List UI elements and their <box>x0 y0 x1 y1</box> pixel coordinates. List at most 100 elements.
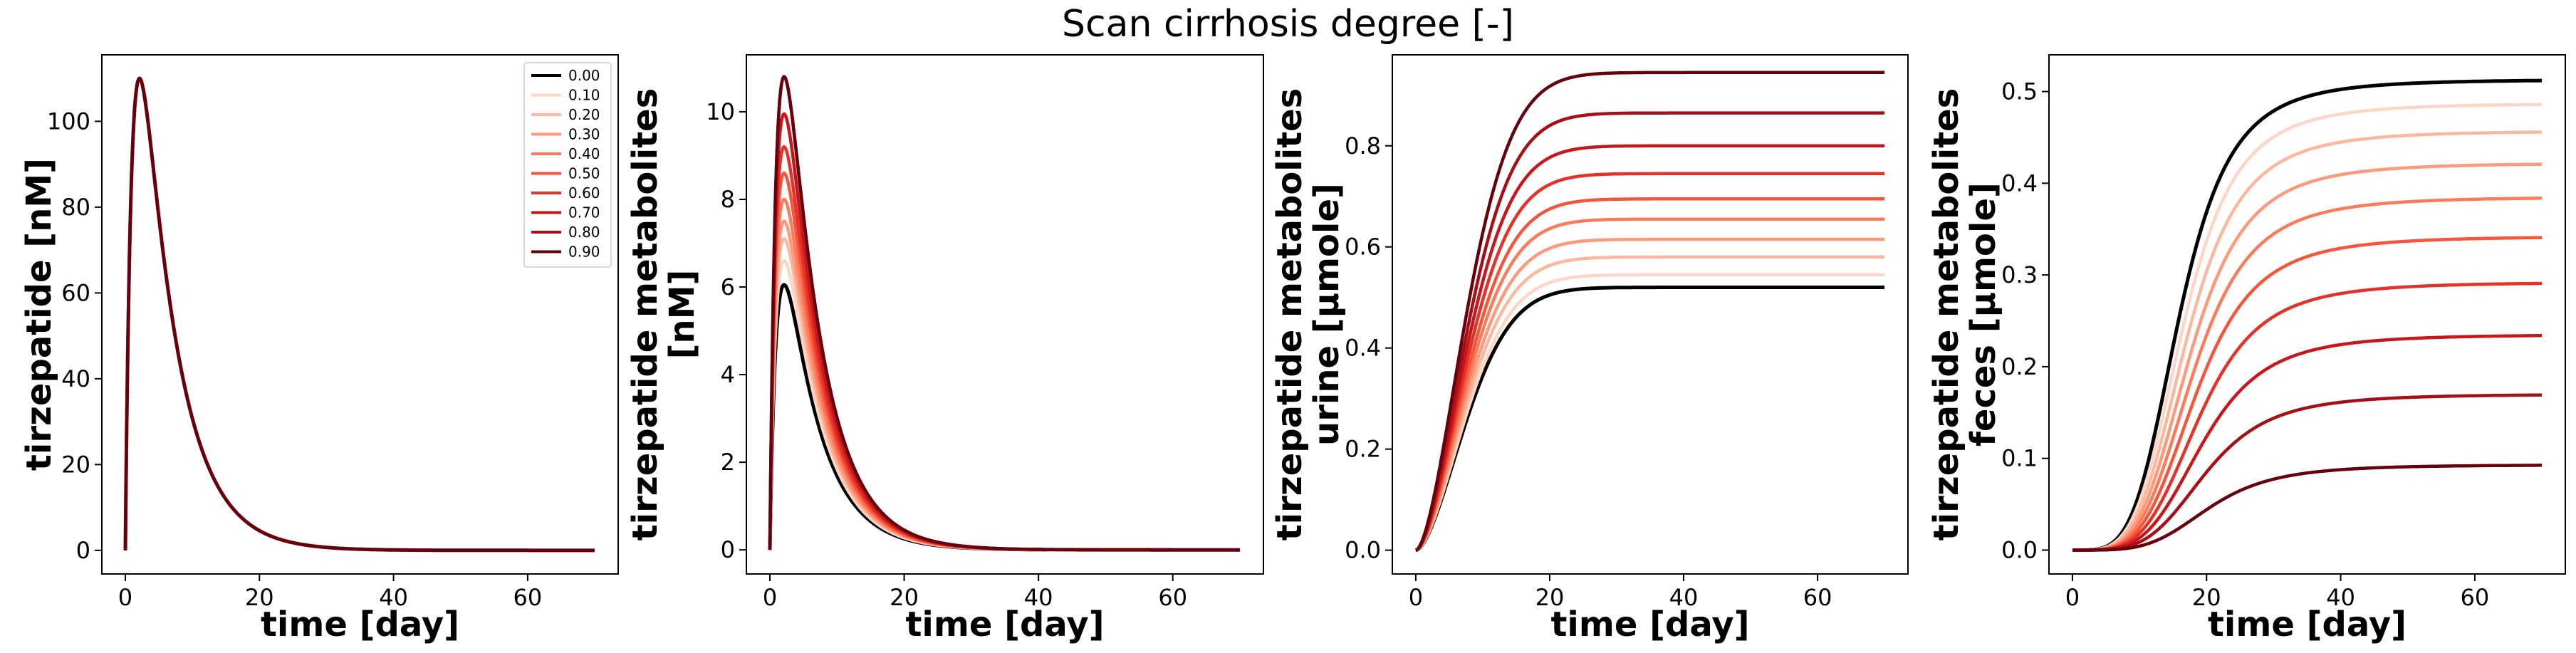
y-tick-label: 0.6 <box>1345 234 1381 261</box>
x-tick-label: 20 <box>2192 584 2221 611</box>
y-axis-label: tirzepatide metabolitesurine [µmole] <box>1270 88 1347 541</box>
y-tick-label: 0.3 <box>2001 261 2038 288</box>
series-line-0.60 <box>1415 172 1885 552</box>
legend-label-0.20: 0.20 <box>568 106 600 123</box>
y-tick-label: 0.2 <box>2001 353 2038 380</box>
series-line-0.70 <box>2072 333 2542 552</box>
y-tick-label: 60 <box>61 279 90 306</box>
plot-frame <box>1392 54 1909 575</box>
x-tick-label: 40 <box>2326 584 2355 611</box>
x-axis-label: time [day] <box>261 605 459 644</box>
series-line-0.40 <box>768 197 1240 552</box>
legend: 0.00 0.10 0.20 0.30 0.40 0.50 0.60 0.70 0.80 0.90 <box>523 62 612 268</box>
x-tick-label: 0 <box>118 584 132 611</box>
legend-label-0.30: 0.30 <box>568 126 600 143</box>
legend-label-0.90: 0.90 <box>568 244 600 261</box>
y-tick-label: 0.5 <box>2001 78 2038 105</box>
series-line-0.90 <box>768 75 1240 552</box>
series-line-0.30 <box>768 219 1240 552</box>
series-line-0.50 <box>2072 236 2542 552</box>
series-line-0.40 <box>1415 217 1885 552</box>
y-axis-label-line: feces [µmole] <box>1964 182 2003 446</box>
y-axis-label-line: urine [µmole] <box>1307 183 1347 446</box>
x-tick-label: 20 <box>890 584 919 611</box>
series-line-0.20 <box>768 236 1240 552</box>
x-axis-label: time [day] <box>2208 605 2406 644</box>
series-line-0.10 <box>768 258 1240 552</box>
y-tick-label: 2 <box>721 449 735 476</box>
legend-label-0.50: 0.50 <box>568 165 600 182</box>
y-axis-label: tirzepatide [nM] <box>19 158 59 471</box>
y-tick-label: 0.0 <box>1345 537 1381 564</box>
y-axis-label-line: tirzepatide [nM] <box>19 158 59 471</box>
y-tick-label: 20 <box>61 451 90 478</box>
y-tick-label: 0.4 <box>2001 169 2038 197</box>
series-line-0.20 <box>2072 130 2543 552</box>
series-line-0.40 <box>2072 197 2542 552</box>
series-line-0.80 <box>2072 393 2542 552</box>
series-line-0.30 <box>1415 237 1885 552</box>
plot-frame <box>746 54 1264 575</box>
y-tick-label: 100 <box>47 108 90 135</box>
y-tick-label: 0.8 <box>1345 132 1381 160</box>
plot-frame <box>101 54 619 575</box>
legend-label-0.00: 0.00 <box>568 67 600 84</box>
x-tick-label: 40 <box>1024 584 1053 611</box>
y-axis-label: tirzepatide metabolitesfeces [µmole] <box>1926 88 2003 541</box>
y-tick-label: 0.1 <box>2001 445 2038 472</box>
series-line-0.60 <box>2072 281 2542 552</box>
y-tick-label: 4 <box>721 361 735 388</box>
y-axis-label: tirzepatide metabolites[nM] <box>625 88 702 541</box>
series-line-0.00 <box>768 283 1240 552</box>
legend-label-0.60: 0.60 <box>568 184 600 202</box>
figure-title: Scan cirrhosis degree [-] <box>1062 3 1514 46</box>
y-axis-label-line: tirzepatide metabolites <box>1270 88 1310 541</box>
series-line-0.90 <box>123 76 595 553</box>
series-line-0.50 <box>1415 197 1885 552</box>
series-line-0.20 <box>1415 255 1885 552</box>
y-tick-label: 0 <box>721 536 735 563</box>
series-line-0.00 <box>1415 286 1885 553</box>
series-line-0.10 <box>1415 273 1885 552</box>
chart-panel-4: 0 20 40 60 0.0 0.1 0.2 0.3 0.4 0.5 time [day] tirze… <box>1926 54 2566 644</box>
y-tick-label: 10 <box>706 98 735 125</box>
legend-label-0.40: 0.40 <box>568 145 600 162</box>
legend-label-0.10: 0.10 <box>568 87 600 104</box>
legend-label-0.80: 0.80 <box>568 224 600 241</box>
x-tick-label: 20 <box>1535 584 1565 611</box>
series-line-0.80 <box>1415 111 1885 552</box>
legend-label-0.70: 0.70 <box>568 204 600 221</box>
series-line-0.70 <box>1415 144 1885 552</box>
x-axis-label: time [day] <box>1550 605 1749 644</box>
x-axis-label: time [day] <box>905 605 1104 644</box>
x-tick-label: 60 <box>513 584 543 611</box>
y-axis-label-line: tirzepatide metabolites <box>1926 88 1966 541</box>
y-tick-label: 6 <box>721 273 735 301</box>
y-axis-label-line: [nM] <box>662 270 702 360</box>
series-line-0.30 <box>2072 162 2542 552</box>
x-tick-label: 0 <box>2065 584 2080 611</box>
x-tick-label: 60 <box>1803 584 1832 611</box>
chart-panel-3: 0 20 40 60 0.0 0.2 0.4 0.6 0.8 time [day] tirzepat… <box>1270 54 1909 644</box>
x-tick-label: 40 <box>1669 584 1699 611</box>
x-tick-label: 0 <box>763 584 777 611</box>
series-line-0.50 <box>768 171 1240 552</box>
y-tick-label: 0 <box>76 537 90 564</box>
y-tick-label: 0.2 <box>1345 436 1381 463</box>
x-tick-label: 40 <box>379 584 408 611</box>
series-line-0.90 <box>2072 464 2542 552</box>
x-tick-label: 60 <box>1158 584 1187 611</box>
plot-frame <box>2048 54 2566 575</box>
y-tick-label: 40 <box>61 365 90 392</box>
y-axis-label-line: tirzepatide metabolites <box>625 88 665 541</box>
series-line-0.60 <box>768 145 1240 552</box>
series-line-0.90 <box>1415 70 1885 552</box>
y-tick-label: 0.4 <box>1345 335 1381 362</box>
x-tick-label: 60 <box>2461 584 2490 611</box>
chart-panel-1: 0 20 40 60 0 20 40 60 80 100 time [day] tirzepatide… <box>19 54 619 644</box>
series-line-0.00 <box>2072 78 2542 552</box>
y-tick-label: 80 <box>61 194 90 221</box>
x-tick-label: 0 <box>1409 584 1423 611</box>
y-tick-label: 8 <box>721 186 735 213</box>
